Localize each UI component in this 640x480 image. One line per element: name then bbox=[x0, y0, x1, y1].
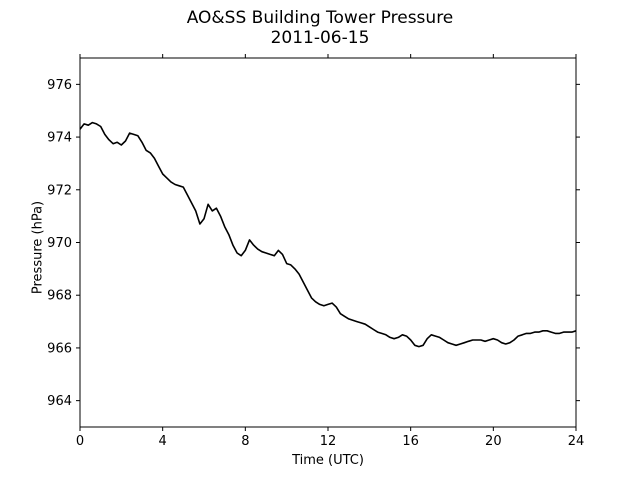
chart-title: AO&SS Building Tower Pressure bbox=[186, 8, 454, 28]
x-tick-label: 20 bbox=[485, 434, 502, 449]
y-tick-label: 972 bbox=[47, 183, 72, 198]
x-tick-label: 12 bbox=[320, 434, 337, 449]
x-ticks: 0 4 8 12 16 20 24 bbox=[76, 54, 584, 449]
y-tick-label: 964 bbox=[47, 394, 72, 409]
y-ticks: 964 966 968 970 972 974 976 bbox=[47, 78, 580, 409]
x-tick-label: 8 bbox=[241, 434, 249, 449]
y-tick-label: 968 bbox=[47, 289, 72, 304]
y-tick-label: 976 bbox=[47, 78, 72, 93]
y-tick-label: 966 bbox=[47, 341, 72, 356]
x-tick-label: 24 bbox=[568, 434, 585, 449]
y-tick-label: 970 bbox=[47, 236, 72, 251]
plot-area-frame bbox=[79, 57, 577, 428]
chart-subtitle: 2011-06-15 bbox=[270, 28, 370, 48]
x-axis-label: Time (UTC) bbox=[292, 453, 364, 468]
x-tick-label: 16 bbox=[402, 434, 419, 449]
x-tick-label: 4 bbox=[159, 434, 167, 449]
pressure-series-line bbox=[79, 121, 577, 348]
y-tick-label: 974 bbox=[47, 131, 72, 146]
x-tick-label: 0 bbox=[76, 434, 84, 449]
